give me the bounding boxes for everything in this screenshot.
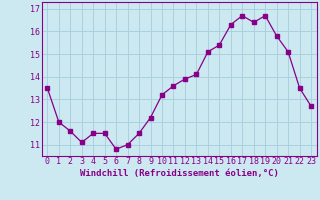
X-axis label: Windchill (Refroidissement éolien,°C): Windchill (Refroidissement éolien,°C) xyxy=(80,169,279,178)
